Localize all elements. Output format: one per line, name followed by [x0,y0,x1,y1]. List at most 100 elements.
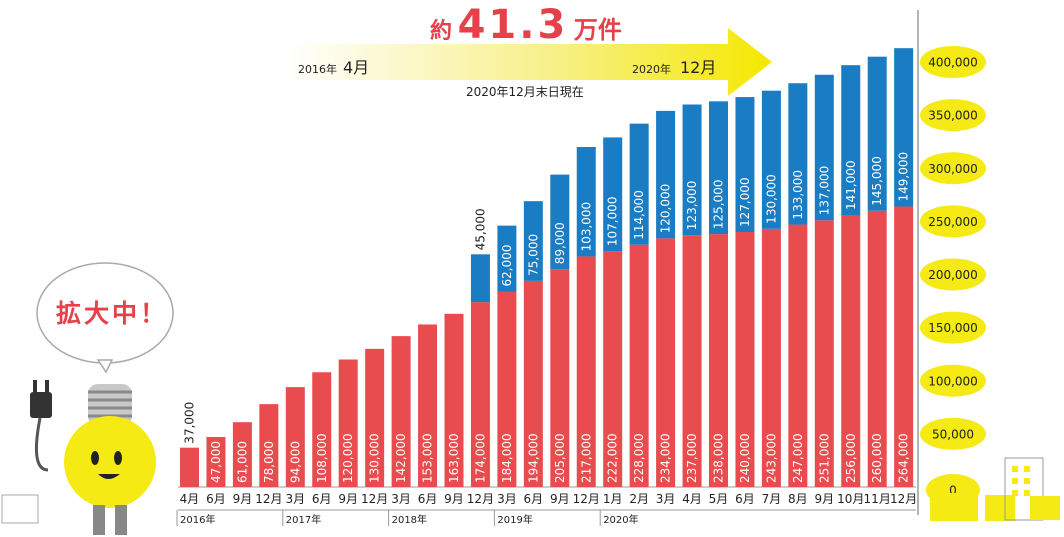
data-label-red: 120,000 [341,433,355,483]
bar-red [814,220,834,487]
data-label-blue: 120,000 [659,184,673,234]
bar-blue [735,97,755,232]
data-label-blue: 114,000 [632,190,646,240]
data-label-red: 238,000 [712,433,726,483]
bar-blue [894,48,914,207]
bar-red [285,387,305,487]
x-tick-label: 9月 [338,492,358,506]
x-tick-label: 6月 [524,492,544,506]
x-tick-label: 6月 [312,492,332,506]
x-tick-label: 3月 [656,492,676,506]
x-tick-label: 3月 [391,492,411,506]
bar-blue [550,174,570,270]
bar-red [841,215,861,487]
x-tick-label: 12月 [255,492,282,506]
data-label-red: 247,000 [791,433,805,483]
data-label-red: 174,000 [473,433,487,483]
x-tick-label: 4月 [682,492,702,506]
data-label-blue: 133,000 [791,170,805,220]
building-window [1012,466,1018,472]
x-tick-label: 12月 [361,492,388,506]
building-shape [930,493,978,521]
data-label-red: 228,000 [632,433,646,483]
bar-red [180,447,199,487]
y-tick-label: 400,000 [928,56,978,70]
building-window [1012,478,1018,484]
as-of-note: 2020年12月末日現在 [466,85,584,99]
building-window [1024,466,1030,472]
year-label: 2020年 [603,513,638,526]
data-label-red: 47,000 [209,441,223,483]
bar-red [576,256,596,487]
x-tick-label: 4月 [180,492,200,506]
bar-blue [470,254,490,303]
headline-value: 41.3 [457,2,569,48]
y-tick-badge [920,46,986,78]
y-tick-badge [920,152,986,185]
bar-blue [629,123,649,245]
bar-blue [867,56,887,211]
mascot-speech-text: 拡大中！ [56,299,169,328]
bar-red [444,313,464,487]
bar-red [867,210,887,487]
x-tick-label: 6月 [735,492,755,506]
x-tick-label: 9月 [444,492,464,506]
y-tick-label: 200,000 [928,268,978,282]
bar-red [656,238,676,487]
bar-blue [603,137,623,252]
data-label-blue: 103,000 [579,202,593,252]
data-label-blue: 127,000 [738,177,752,227]
x-tick-label: 9月 [233,492,253,506]
headline-total: 約 41.3 万件 [430,2,622,48]
bar-red [709,234,728,487]
bar-red [603,251,623,487]
data-label-blue: 141,000 [844,160,858,210]
x-tick-label: 7月 [762,492,782,506]
data-label-red: 234,000 [659,433,673,483]
data-label-red: 222,000 [606,433,620,483]
bar-red [550,269,570,487]
bar-red [206,437,226,487]
x-tick-label: 10月 [837,492,864,506]
y-tick-label: 150,000 [928,321,978,335]
data-label-red: 260,000 [870,433,884,483]
bar-blue [814,74,834,221]
x-tick-label: 9月 [814,492,834,506]
y-tick-label: 300,000 [928,162,978,176]
period-start-month: 4月 [343,58,369,77]
data-label-blue: 125,000 [712,180,726,230]
bar-red [735,232,755,487]
data-label-red: 194,000 [526,433,540,483]
data-label-red: 61,000 [235,441,249,483]
bar-red [523,280,543,487]
bar-red [761,228,781,487]
bar-red [365,348,385,487]
bar-blue [523,201,543,281]
house-outline [1,494,39,524]
y-tick-badge [920,364,986,397]
x-tick-label: 11月 [864,492,891,506]
bar-red [418,324,438,487]
bar-red [470,302,490,487]
data-label-blue: 62,000 [500,245,514,287]
data-label-blue: 75,000 [526,234,540,276]
data-label-red: 264,000 [897,433,911,483]
mascot-mouth [98,474,120,479]
data-label-red: 256,000 [844,433,858,483]
bar-red [232,422,252,487]
speech-bubble-tail [96,359,114,374]
bar-blue [682,104,702,236]
mascot-lightbulb [1,262,174,535]
data-label-red: 94,000 [288,441,302,483]
data-label-red: 142,000 [394,433,408,483]
y-tick-badge [920,258,986,291]
bar-red [894,206,914,487]
period-start-year: 2016年 [298,62,337,76]
plug-icon [30,392,52,418]
data-label-red: 184,000 [500,433,514,483]
data-label-red: 217,000 [579,433,593,483]
year-label: 2017年 [286,513,321,526]
building-shape [1030,496,1060,520]
